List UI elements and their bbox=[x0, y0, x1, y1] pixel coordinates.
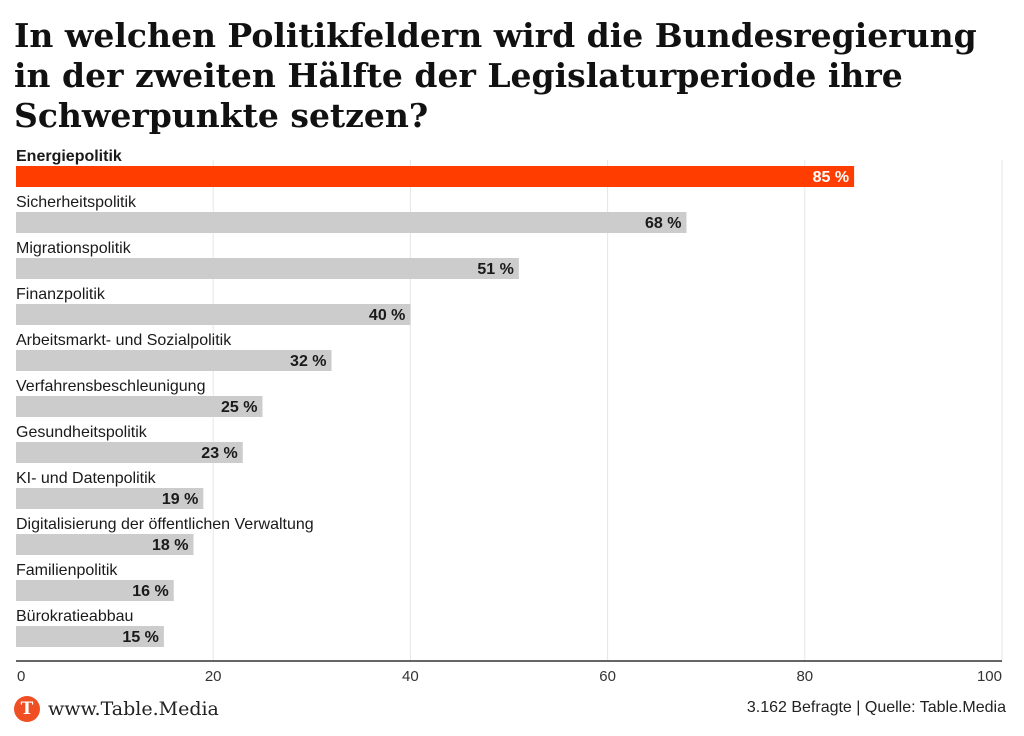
category-label: Arbeitsmarkt- und Sozialpolitik bbox=[16, 332, 232, 349]
category-label: Digitalisierung der öffentlichen Verwalt… bbox=[16, 516, 314, 533]
x-tick-label: 80 bbox=[796, 668, 813, 685]
value-label: 51 % bbox=[477, 261, 513, 278]
category-label: Sicherheitspolitik bbox=[16, 194, 137, 211]
source-note: 3.162 Befragte | Quelle: Table.Media bbox=[746, 699, 1006, 716]
category-label: Familienpolitik bbox=[16, 562, 118, 579]
value-label: 23 % bbox=[201, 445, 237, 462]
bar bbox=[16, 534, 194, 555]
category-label: Bürokratieabbau bbox=[16, 608, 133, 625]
category-label: Migrationspolitik bbox=[16, 240, 132, 257]
bar bbox=[16, 626, 164, 647]
bar bbox=[16, 212, 687, 233]
bar bbox=[16, 166, 855, 187]
bar bbox=[16, 258, 519, 279]
x-tick-label: 100 bbox=[977, 668, 1002, 685]
value-label: 85 % bbox=[813, 169, 849, 186]
x-tick-label: 60 bbox=[599, 668, 616, 685]
bar bbox=[16, 396, 263, 417]
bar bbox=[16, 304, 411, 325]
brand: T www.Table.Media bbox=[14, 695, 219, 723]
value-label: 25 % bbox=[221, 399, 257, 416]
bar bbox=[16, 580, 174, 601]
x-tick-label: 40 bbox=[402, 668, 419, 685]
value-label: 16 % bbox=[132, 583, 168, 600]
bar bbox=[16, 488, 204, 509]
value-label: 15 % bbox=[122, 629, 158, 646]
value-label: 68 % bbox=[645, 215, 681, 232]
category-label: Finanzpolitik bbox=[16, 286, 106, 303]
site-url[interactable]: www.Table.Media bbox=[48, 698, 219, 720]
category-label: KI- und Datenpolitik bbox=[16, 470, 157, 487]
bar bbox=[16, 350, 332, 371]
value-label: 32 % bbox=[290, 353, 326, 370]
value-label: 18 % bbox=[152, 537, 188, 554]
value-label: 40 % bbox=[369, 307, 405, 324]
value-label: 19 % bbox=[162, 491, 198, 508]
table-media-logo-icon: T bbox=[14, 696, 40, 722]
bar bbox=[16, 442, 243, 463]
x-tick-label: 0 bbox=[17, 668, 25, 685]
category-label: Gesundheitspolitik bbox=[16, 424, 148, 441]
category-label: Energiepolitik bbox=[16, 148, 122, 165]
x-tick-label: 20 bbox=[205, 668, 222, 685]
chart-title: In welchen Politikfeldern wird die Bunde… bbox=[14, 16, 977, 135]
bar-chart: Energiepolitik 85 % Sicherheitspolitik 68 %… bbox=[16, 148, 1003, 685]
category-label: Verfahrensbeschleunigung bbox=[16, 378, 205, 395]
